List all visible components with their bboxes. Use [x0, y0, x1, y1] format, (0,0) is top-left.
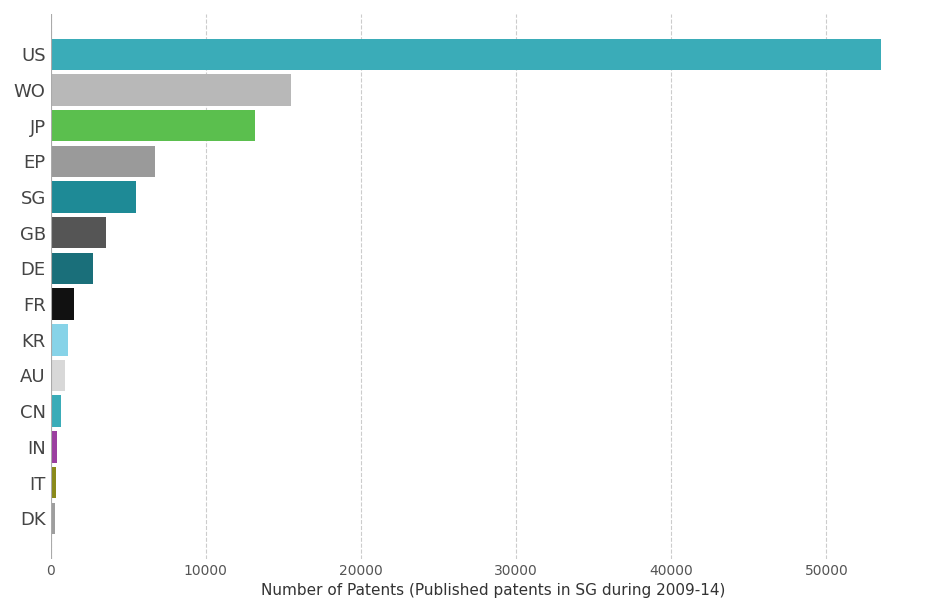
Bar [50, 146, 155, 177]
Bar [50, 324, 67, 356]
Bar [50, 467, 56, 498]
Bar [50, 431, 57, 463]
Bar [50, 217, 106, 248]
Bar [50, 110, 255, 141]
Bar [50, 288, 74, 320]
Bar [50, 395, 62, 427]
Bar [50, 360, 65, 391]
X-axis label: Number of Patents (Published patents in SG during 2009-14): Number of Patents (Published patents in … [261, 583, 725, 598]
Bar [50, 181, 136, 213]
Bar [50, 74, 291, 106]
Bar [50, 39, 881, 70]
Bar [50, 253, 92, 284]
Bar [50, 502, 55, 534]
